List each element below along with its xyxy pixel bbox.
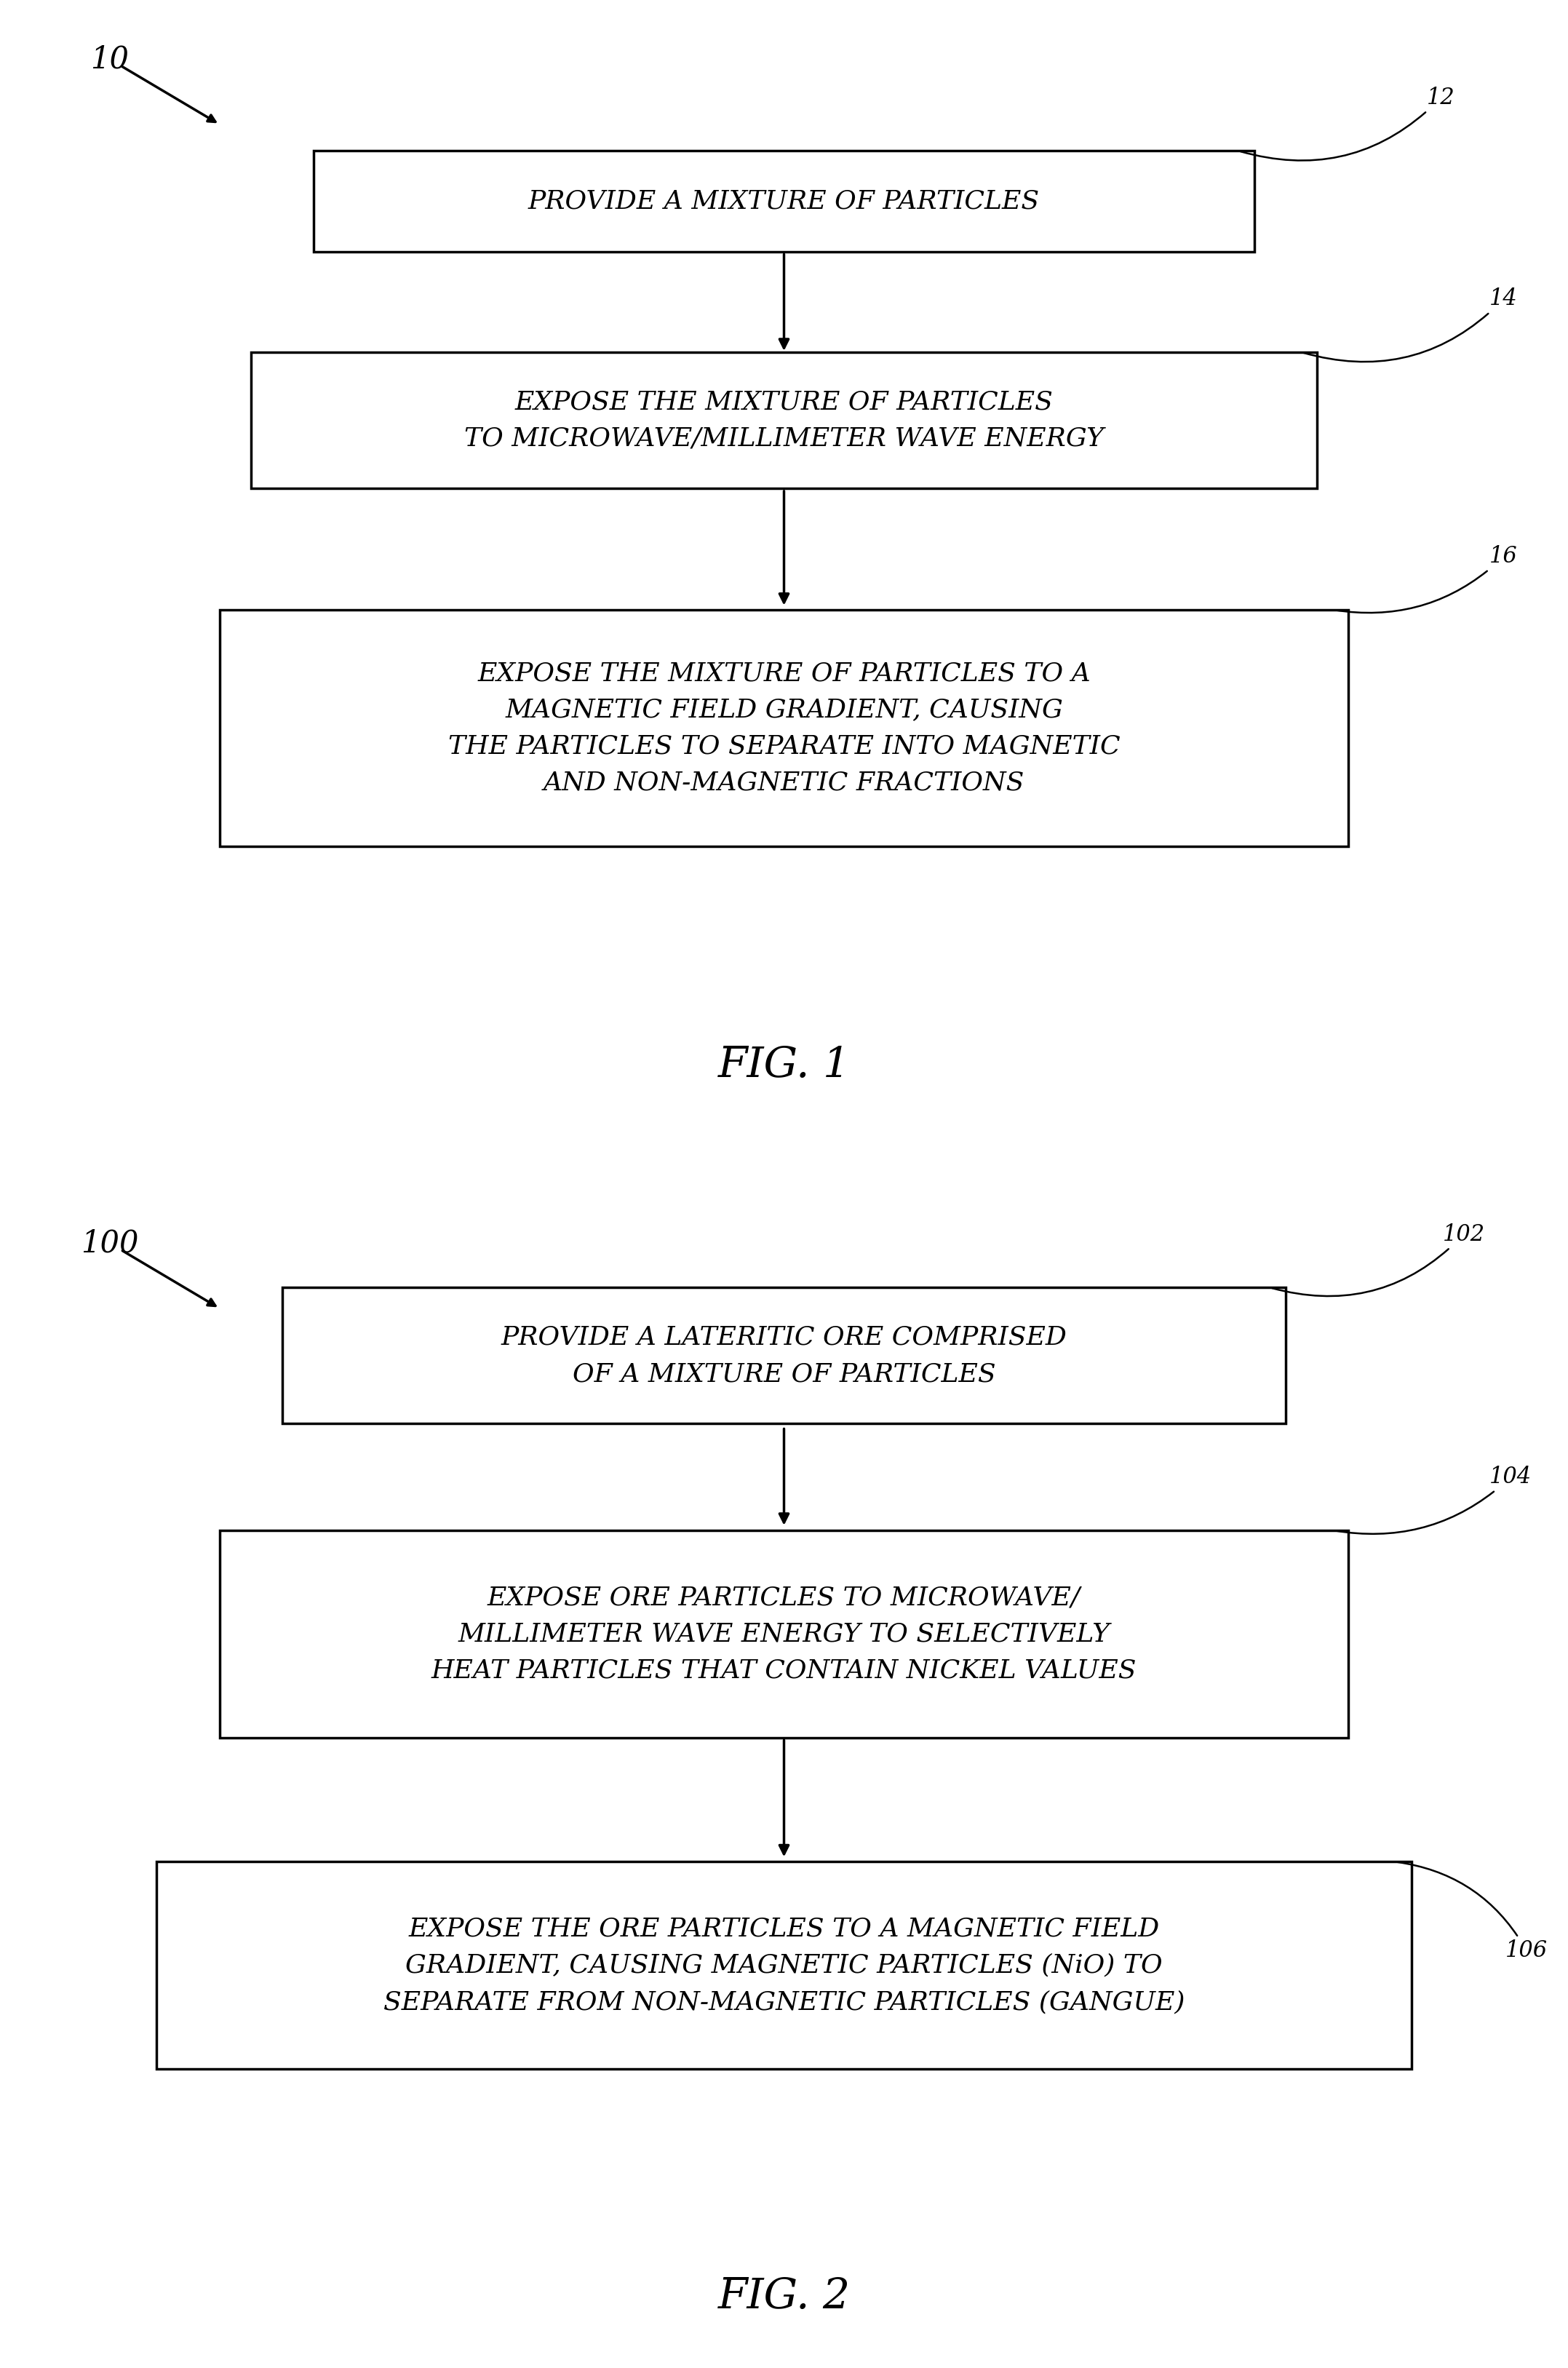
Bar <box>220 1530 1348 1738</box>
Text: PROVIDE A MIXTURE OF PARTICLES: PROVIDE A MIXTURE OF PARTICLES <box>528 189 1040 213</box>
Text: FIG. 1: FIG. 1 <box>718 1044 850 1087</box>
Text: 100: 100 <box>82 1229 138 1257</box>
Text: EXPOSE THE ORE PARTICLES TO A MAGNETIC FIELD
GRADIENT, CAUSING MAGNETIC PARTICLE: EXPOSE THE ORE PARTICLES TO A MAGNETIC F… <box>383 1916 1185 2015</box>
Text: EXPOSE ORE PARTICLES TO MICROWAVE/
MILLIMETER WAVE ENERGY TO SELECTIVELY
HEAT PA: EXPOSE ORE PARTICLES TO MICROWAVE/ MILLI… <box>431 1584 1137 1684</box>
Text: 16: 16 <box>1334 545 1518 613</box>
Text: 104: 104 <box>1334 1466 1532 1534</box>
Text: 12: 12 <box>1240 85 1455 161</box>
Bar <box>251 353 1317 488</box>
Bar <box>314 152 1254 251</box>
Bar <box>282 1288 1286 1423</box>
Text: 106: 106 <box>1397 1861 1548 1963</box>
Bar <box>220 609 1348 848</box>
Text: 102: 102 <box>1272 1222 1485 1295</box>
Text: EXPOSE THE MIXTURE OF PARTICLES TO A
MAGNETIC FIELD GRADIENT, CAUSING
THE PARTIC: EXPOSE THE MIXTURE OF PARTICLES TO A MAG… <box>448 661 1120 796</box>
Bar <box>157 1861 1411 2070</box>
Text: 14: 14 <box>1303 287 1518 362</box>
Text: PROVIDE A LATERITIC ORE COMPRISED
OF A MIXTURE OF PARTICLES: PROVIDE A LATERITIC ORE COMPRISED OF A M… <box>502 1326 1066 1385</box>
Text: FIG. 2: FIG. 2 <box>718 2276 850 2318</box>
Text: 10: 10 <box>91 45 129 73</box>
Text: EXPOSE THE MIXTURE OF PARTICLES
TO MICROWAVE/MILLIMETER WAVE ENERGY: EXPOSE THE MIXTURE OF PARTICLES TO MICRO… <box>464 391 1104 450</box>
